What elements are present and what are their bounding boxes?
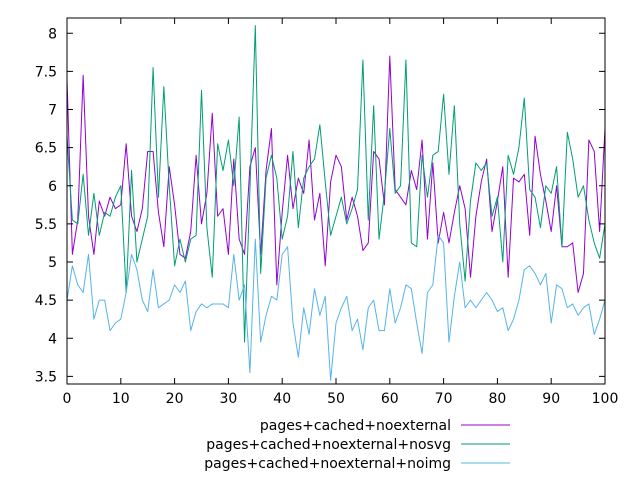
legend-label: pages+cached+noexternal+nosvg <box>206 437 451 453</box>
y-tick-label: 3.5 <box>35 369 57 385</box>
series-line-2 <box>66 25 606 343</box>
y-tick-label: 4 <box>48 331 57 347</box>
x-axis: 0 10 20 30 40 50 60 70 80 90 100 <box>63 18 619 407</box>
y-tick-label: 6.5 <box>35 141 57 157</box>
series-line-1 <box>66 55 606 293</box>
x-tick-label: 80 <box>488 391 506 407</box>
x-tick-label: 20 <box>166 391 184 407</box>
y-tick-label: 4.5 <box>35 293 57 309</box>
y-tick-label: 6 <box>48 179 57 195</box>
x-tick-label: 50 <box>327 391 345 407</box>
x-tick-label: 40 <box>273 391 291 407</box>
legend-label: pages+cached+noexternal <box>260 418 451 434</box>
y-tick-label: 5.5 <box>35 217 57 233</box>
x-tick-label: 0 <box>63 391 72 407</box>
y-tick-label: 7.5 <box>35 64 57 80</box>
plot-lines <box>66 25 606 381</box>
x-tick-label: 70 <box>435 391 453 407</box>
legend: pages+cached+noexternal pages+cached+noex… <box>204 418 510 472</box>
plot-frame <box>66 17 606 385</box>
legend-label: pages+cached+noexternal+noimg <box>204 456 451 472</box>
series-line-3 <box>66 234 606 381</box>
y-axis: 3.5 4 4.5 5 5.5 6 6.5 7 7.5 8 <box>35 26 605 385</box>
x-tick-label: 30 <box>219 391 237 407</box>
y-tick-label: 8 <box>48 26 57 42</box>
y-tick-label: 7 <box>48 103 57 119</box>
y-tick-label: 5 <box>48 255 57 271</box>
x-tick-label: 90 <box>542 391 560 407</box>
x-tick-label: 100 <box>592 391 619 407</box>
x-tick-label: 10 <box>112 391 130 407</box>
x-tick-label: 60 <box>381 391 399 407</box>
